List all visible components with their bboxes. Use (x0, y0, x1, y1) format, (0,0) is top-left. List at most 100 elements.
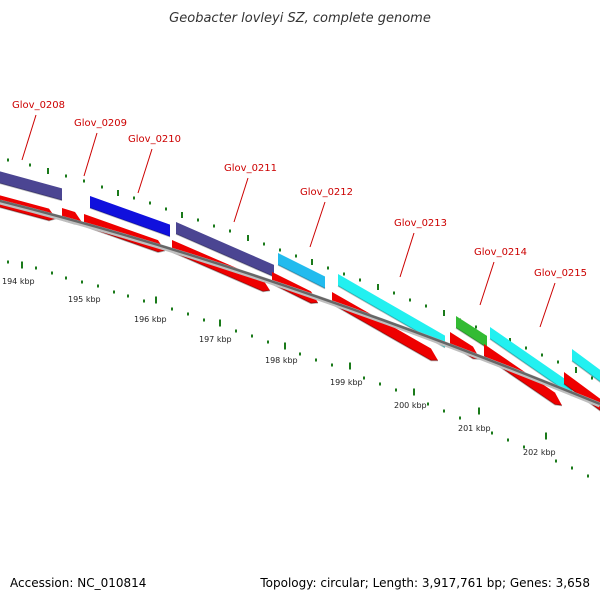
major-tick (478, 407, 480, 415)
feature-shadow (0, 182, 63, 202)
minor-tick (229, 229, 231, 233)
minor-tick (541, 353, 543, 357)
minor-tick (443, 409, 445, 413)
major-tick (21, 261, 23, 269)
gene-leader-line (83, 132, 98, 177)
major-tick (181, 212, 183, 218)
major-tick (575, 367, 577, 373)
gene-leader-line (399, 232, 415, 278)
minor-tick (427, 402, 429, 406)
kbp-label: 199 kbp (330, 378, 363, 387)
minor-tick (331, 363, 333, 367)
minor-tick (165, 207, 167, 211)
kbp-label: 198 kbp (265, 356, 298, 365)
minor-tick (267, 340, 269, 344)
minor-tick (555, 459, 557, 463)
lower-tick-track (7, 260, 589, 478)
map-title: Geobacter lovleyi SZ, complete genome (169, 11, 431, 26)
gene-label-glov-0209: Glov_0209 (74, 118, 127, 129)
minor-tick (279, 248, 281, 252)
feature-glov-0214 (456, 316, 487, 348)
accession-text: Accession: NC_010814 (10, 576, 146, 590)
cds-arrow (332, 292, 438, 361)
minor-tick (571, 466, 573, 470)
gene-leader-line (479, 261, 495, 306)
major-tick (443, 310, 445, 316)
minor-tick (459, 416, 461, 420)
feature-glov-0215 (490, 327, 572, 396)
minor-tick (425, 304, 427, 308)
minor-tick (7, 260, 9, 264)
feature-shadow (175, 233, 275, 278)
minor-tick (251, 334, 253, 338)
major-tick (247, 235, 249, 241)
minor-tick (507, 438, 509, 442)
major-tick (545, 432, 547, 440)
minor-tick (315, 358, 317, 362)
major-tick (117, 190, 119, 196)
minor-tick (203, 318, 205, 322)
major-tick (155, 296, 157, 304)
cds-shadow (171, 251, 271, 293)
minor-tick (557, 360, 559, 364)
gene-label-glov-0210: Glov_0210 (128, 134, 181, 145)
feature-glov-0213 (338, 274, 445, 348)
minor-tick (65, 174, 67, 178)
minor-tick (113, 290, 115, 294)
minor-tick (525, 346, 527, 350)
feature-glov-0212 (278, 253, 325, 289)
feature-track (0, 171, 600, 397)
gene-label-glov-0212: Glov_0212 (300, 187, 353, 198)
minor-tick (523, 445, 525, 449)
major-tick (47, 168, 49, 174)
kbp-label: 202 kbp (523, 448, 556, 457)
feature-glov-0216 (572, 349, 600, 382)
gene-label-glov-0215: Glov_0215 (534, 268, 587, 279)
gene-label-glov-0214: Glov_0214 (474, 247, 527, 258)
minor-tick (409, 298, 411, 302)
genome-summary-text: Topology: circular; Length: 3,917,761 bp… (259, 576, 590, 590)
feature-shadow (455, 327, 488, 349)
minor-tick (65, 276, 67, 280)
minor-tick (149, 201, 151, 205)
backbone-line (0, 199, 600, 406)
minor-tick (327, 266, 329, 270)
feature-glov-0210 (90, 196, 170, 237)
minor-tick (235, 329, 237, 333)
gene-leader-line (539, 282, 556, 328)
minor-tick (295, 254, 297, 258)
minor-tick (393, 291, 395, 295)
minor-tick (133, 196, 135, 200)
minor-tick (343, 272, 345, 276)
gene-leader-line (233, 177, 249, 223)
kbp-label: 197 kbp (199, 335, 232, 344)
minor-tick (83, 179, 85, 183)
minor-tick (263, 242, 265, 246)
kbp-scale-labels: 194 kbp 195 kbp 196 kbp 197 kbp 198 kbp 199 k… (2, 277, 556, 457)
kbp-label: 200 kbp (394, 401, 427, 410)
minor-tick (475, 325, 477, 329)
major-tick (413, 388, 415, 396)
minor-tick (127, 294, 129, 298)
minor-tick (587, 474, 589, 478)
major-tick (284, 342, 286, 350)
kbp-label: 195 kbp (68, 295, 101, 304)
minor-tick (51, 271, 53, 275)
minor-tick (379, 382, 381, 386)
kbp-label: 196 kbp (134, 315, 167, 324)
feature-shadow (89, 207, 171, 238)
feature-shadow (571, 360, 600, 383)
gene-leader-line (137, 148, 153, 194)
minor-tick (35, 266, 37, 270)
cds-shadow (331, 303, 439, 362)
minor-tick (359, 278, 361, 282)
feature-glov-0208 (0, 171, 62, 201)
minor-tick (81, 280, 83, 284)
minor-tick (299, 352, 301, 356)
minor-tick (29, 163, 31, 167)
minor-tick (213, 224, 215, 228)
major-tick (377, 284, 379, 290)
backbone (0, 199, 600, 408)
minor-tick (395, 388, 397, 392)
